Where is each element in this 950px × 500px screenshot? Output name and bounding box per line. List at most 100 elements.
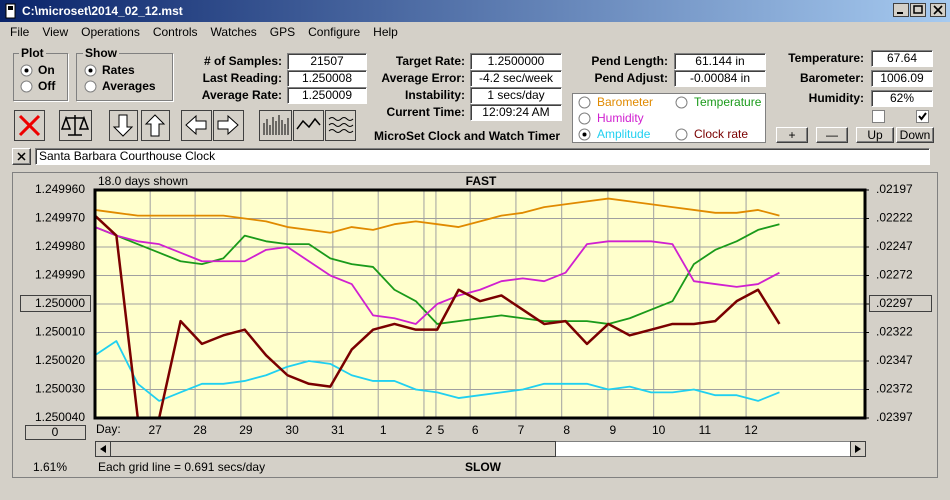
field-value[interactable]: 1.250008 [287, 70, 367, 87]
field-value[interactable]: 1.250009 [287, 87, 367, 104]
y-tick-label: 1.249980 [35, 239, 85, 253]
field-label: Barometer: [799, 71, 864, 85]
y2-tick-label: .02372 [876, 382, 913, 396]
down-button[interactable] [109, 110, 138, 141]
y2-tick-label: .02222 [876, 211, 913, 225]
field-label: Average Error: [381, 71, 465, 85]
field-value[interactable]: 61.144 in [674, 53, 766, 70]
window-controls[interactable] [893, 3, 947, 19]
series-line [94, 340, 780, 402]
field-label: Last Reading: [202, 71, 282, 85]
field-value[interactable]: 12:09:24 AM [470, 104, 562, 121]
clock-name-field[interactable]: Santa Barbara Courthouse Clock [35, 148, 930, 165]
x-tick-label: 6 [472, 423, 479, 437]
button[interactable]: — [816, 127, 848, 143]
radio-button[interactable] [20, 64, 33, 77]
right-button[interactable] [213, 110, 244, 141]
toolbar [14, 110, 356, 141]
field-value[interactable]: 62% [871, 90, 933, 107]
option-label[interactable]: On [38, 63, 55, 77]
series-line [94, 226, 780, 325]
field-label: # of Samples: [203, 54, 282, 68]
field-value[interactable]: 1006.09 [871, 70, 933, 87]
button[interactable]: Down [896, 127, 934, 143]
fast-label: FAST [466, 174, 497, 188]
checkbox[interactable] [872, 110, 885, 123]
menu-item[interactable]: Controls [152, 25, 198, 39]
series-radio[interactable] [578, 128, 591, 141]
window-title: C:\microset\2014_02_12.mst [22, 4, 183, 18]
radio-ring [20, 80, 33, 93]
series-option[interactable]: Humidity [597, 111, 644, 125]
menu-item[interactable]: File [10, 25, 30, 39]
menu-item[interactable]: Operations [81, 25, 140, 39]
y-tick-label: 1.249990 [35, 268, 85, 282]
field-value[interactable]: 1 secs/day [470, 87, 562, 104]
x-tick-label: 2 [426, 423, 433, 437]
field-label: Instability: [404, 88, 465, 102]
field-value[interactable]: 67.64 [871, 50, 933, 67]
percent: 1.61% [33, 460, 67, 474]
scale-button[interactable] [59, 110, 92, 141]
app-name: MicroSet Clock and Watch Timer [374, 129, 561, 143]
series-line [94, 223, 780, 325]
checkbox-box [872, 110, 885, 123]
series-radio[interactable] [578, 96, 591, 109]
option-label[interactable]: Off [38, 79, 56, 93]
histogram-button[interactable] [259, 110, 292, 141]
wave-button[interactable] [293, 110, 324, 141]
checkbox[interactable] [916, 110, 929, 123]
y-tick-label: 1.250030 [35, 382, 85, 396]
scrollbar[interactable] [95, 441, 866, 457]
group-title: Plot [19, 46, 46, 60]
multiwave-button[interactable] [325, 110, 356, 141]
y2-tick-label: .02247 [876, 239, 913, 253]
menu-item[interactable]: Help [373, 25, 398, 39]
selector-box [572, 93, 766, 143]
radio-button[interactable] [84, 64, 97, 77]
delete-button[interactable] [14, 110, 45, 141]
option-label[interactable]: Averages [102, 79, 156, 93]
radio-dot [24, 68, 29, 73]
series-radio[interactable] [675, 96, 688, 109]
menu-item[interactable]: View [42, 25, 69, 39]
series-radio[interactable] [578, 112, 591, 125]
option-label[interactable]: Rates [102, 63, 135, 77]
series-option[interactable]: Amplitude [597, 127, 651, 141]
y-tick-label: 1.249970 [35, 211, 85, 225]
menu-item[interactable]: Configure [308, 25, 361, 39]
series-option[interactable]: Temperature [694, 95, 762, 109]
radio-dot [88, 68, 93, 73]
field-value[interactable]: -0.00084 in [674, 70, 766, 87]
radio-ring [675, 96, 688, 109]
x-tick-label: 31 [331, 423, 345, 437]
series-option[interactable]: Barometer [597, 95, 654, 109]
menu-item[interactable]: GPS [269, 25, 296, 39]
left-button[interactable] [181, 110, 212, 141]
x-tick-label: 7 [518, 423, 525, 437]
y2-tick-label: .02297 [876, 296, 913, 310]
x-tick-label: 11 [699, 423, 712, 437]
x-tick-label: 10 [652, 423, 666, 437]
close-clock-button[interactable] [12, 148, 31, 165]
scale-zero-label: 0 [52, 425, 59, 439]
scale-zero-button[interactable]: 0 [25, 425, 86, 440]
field-value[interactable]: -4.2 sec/week [470, 70, 562, 87]
button[interactable]: Up [856, 127, 894, 143]
button[interactable]: + [776, 127, 808, 143]
field-value[interactable]: 1.2500000 [470, 53, 562, 70]
field-label: Target Rate: [395, 54, 465, 68]
app-icon [5, 3, 16, 19]
radio-button[interactable] [84, 80, 97, 93]
series-option[interactable]: Clock rate [694, 127, 749, 141]
x-tick-label: 27 [149, 423, 163, 437]
radio-ring [578, 96, 591, 109]
up-button[interactable] [141, 110, 170, 141]
menu-item[interactable]: Watches [210, 25, 257, 39]
tick-button [20, 295, 91, 312]
radio-button[interactable] [20, 80, 33, 93]
series-radio[interactable] [675, 128, 688, 141]
field-value[interactable]: 21507 [287, 53, 367, 70]
